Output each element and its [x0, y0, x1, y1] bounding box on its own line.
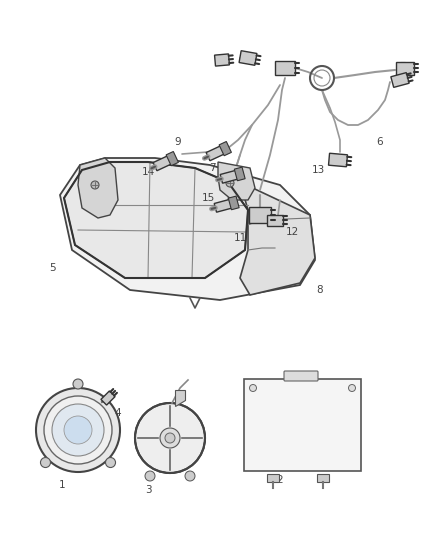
FancyBboxPatch shape	[244, 379, 361, 471]
Circle shape	[73, 379, 83, 389]
Text: 5: 5	[49, 263, 55, 273]
Polygon shape	[394, 76, 401, 86]
Polygon shape	[175, 390, 185, 406]
Text: 14: 14	[141, 167, 155, 177]
FancyBboxPatch shape	[284, 371, 318, 381]
Circle shape	[135, 403, 205, 473]
Circle shape	[44, 396, 112, 464]
Circle shape	[185, 471, 195, 481]
Text: 11: 11	[233, 233, 247, 243]
Text: 15: 15	[201, 193, 215, 203]
Text: 13: 13	[311, 165, 325, 175]
Polygon shape	[275, 61, 295, 75]
Polygon shape	[78, 158, 118, 218]
Polygon shape	[391, 72, 409, 87]
Polygon shape	[249, 207, 271, 223]
Text: 9: 9	[175, 137, 181, 147]
Polygon shape	[242, 52, 249, 63]
Polygon shape	[239, 51, 257, 66]
Circle shape	[250, 384, 257, 392]
Text: 7: 7	[208, 163, 215, 173]
Polygon shape	[279, 62, 285, 74]
Text: 12: 12	[286, 227, 299, 237]
Polygon shape	[219, 141, 231, 156]
Polygon shape	[399, 62, 405, 74]
Text: 6: 6	[377, 137, 383, 147]
Polygon shape	[270, 215, 275, 225]
Circle shape	[106, 457, 116, 467]
Polygon shape	[234, 167, 245, 181]
Polygon shape	[217, 55, 223, 65]
Polygon shape	[220, 169, 244, 183]
Text: 8: 8	[317, 285, 323, 295]
Text: 2: 2	[277, 475, 283, 485]
Circle shape	[145, 471, 155, 481]
Circle shape	[64, 416, 92, 444]
Polygon shape	[240, 182, 315, 295]
Polygon shape	[332, 155, 339, 165]
Text: 3: 3	[145, 485, 151, 495]
Circle shape	[226, 179, 234, 187]
Circle shape	[349, 384, 356, 392]
Polygon shape	[214, 198, 238, 212]
Circle shape	[36, 388, 120, 472]
Polygon shape	[166, 151, 178, 166]
Circle shape	[91, 181, 99, 189]
Circle shape	[52, 404, 104, 456]
Polygon shape	[396, 61, 414, 75]
Polygon shape	[328, 154, 347, 167]
Text: 4: 4	[115, 408, 121, 418]
Polygon shape	[267, 474, 279, 482]
Polygon shape	[153, 154, 177, 171]
Polygon shape	[103, 395, 110, 403]
Polygon shape	[218, 162, 255, 200]
Polygon shape	[206, 143, 230, 161]
Polygon shape	[60, 158, 315, 300]
Polygon shape	[215, 54, 230, 66]
Polygon shape	[254, 208, 260, 222]
Circle shape	[160, 428, 180, 448]
Polygon shape	[317, 474, 329, 482]
Text: 1: 1	[59, 480, 65, 490]
Polygon shape	[64, 162, 248, 278]
Polygon shape	[267, 214, 283, 225]
Polygon shape	[228, 196, 239, 210]
Polygon shape	[101, 391, 115, 405]
Circle shape	[40, 457, 50, 467]
Circle shape	[165, 433, 175, 443]
